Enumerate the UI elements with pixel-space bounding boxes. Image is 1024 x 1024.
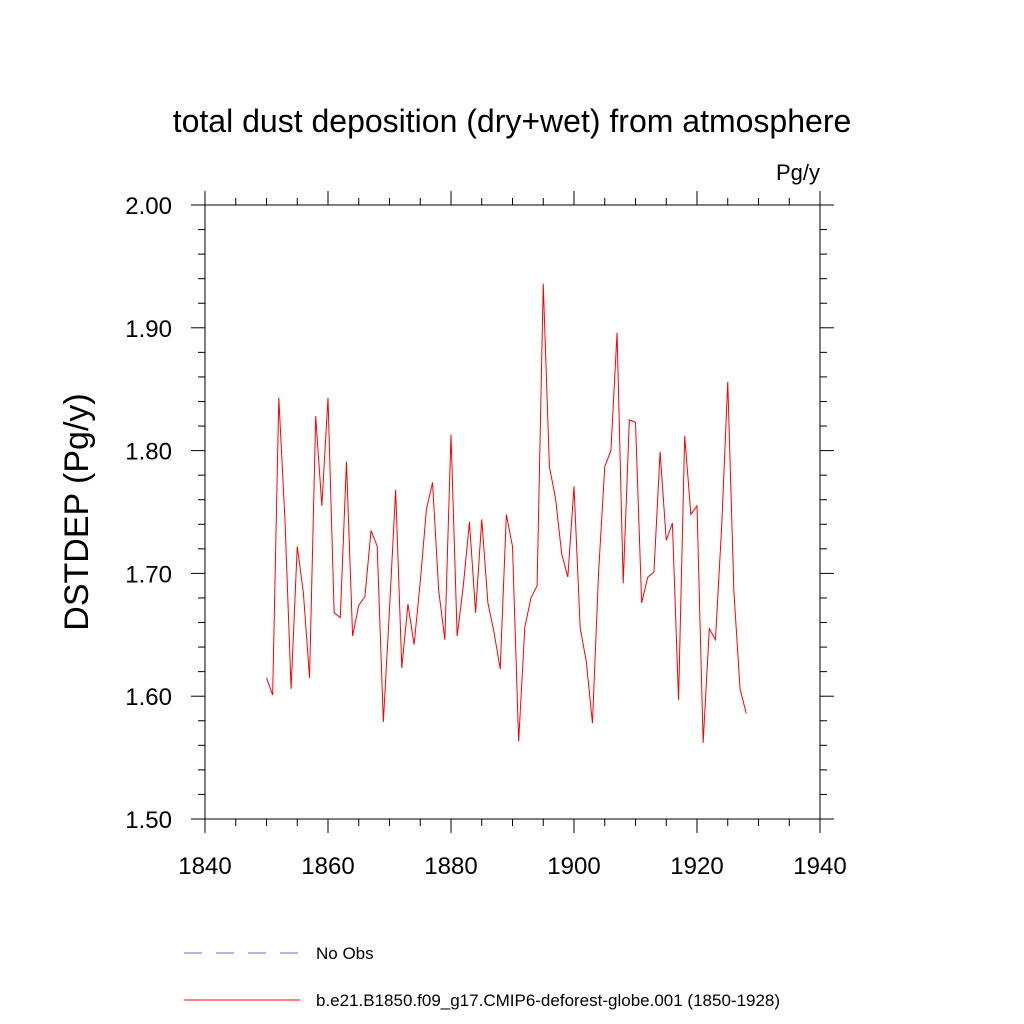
x-tick-label: 1880 [424,853,477,880]
legend-label-no-obs: No Obs [316,944,374,963]
x-axis: 1840 1860 1880 1900 1920 1940 [178,191,847,880]
legend: No Obs b.e21.B1850.f09_g17.CMIP6-defores… [184,944,780,1010]
units-label: Pg/y [776,160,820,185]
x-tick-label: 1860 [301,853,354,880]
y-tick-label: 2.00 [125,193,172,220]
y-tick-label: 1.70 [125,561,172,588]
series-layer [266,283,747,743]
y-tick-label: 1.50 [125,807,172,834]
x-tick-label: 1940 [793,853,846,880]
plot-frame [204,204,821,820]
plot-border [204,204,821,820]
y-axis: 1.50 1.60 1.70 1.80 1.90 2.00 [125,193,834,834]
x-tick-label: 1840 [178,853,231,880]
legend-label-model-run: b.e21.B1850.f09_g17.CMIP6-deforest-globe… [316,991,780,1010]
y-tick-label: 1.90 [125,316,172,343]
chart-title: total dust deposition (dry+wet) from atm… [173,103,852,139]
y-tick-label: 1.60 [125,684,172,711]
y-tick-label: 1.80 [125,439,172,466]
series-line-0 [266,283,747,743]
x-tick-label: 1920 [670,853,723,880]
y-axis-label: DSTDEP (Pg/y) [58,393,96,630]
x-tick-label: 1900 [547,853,600,880]
